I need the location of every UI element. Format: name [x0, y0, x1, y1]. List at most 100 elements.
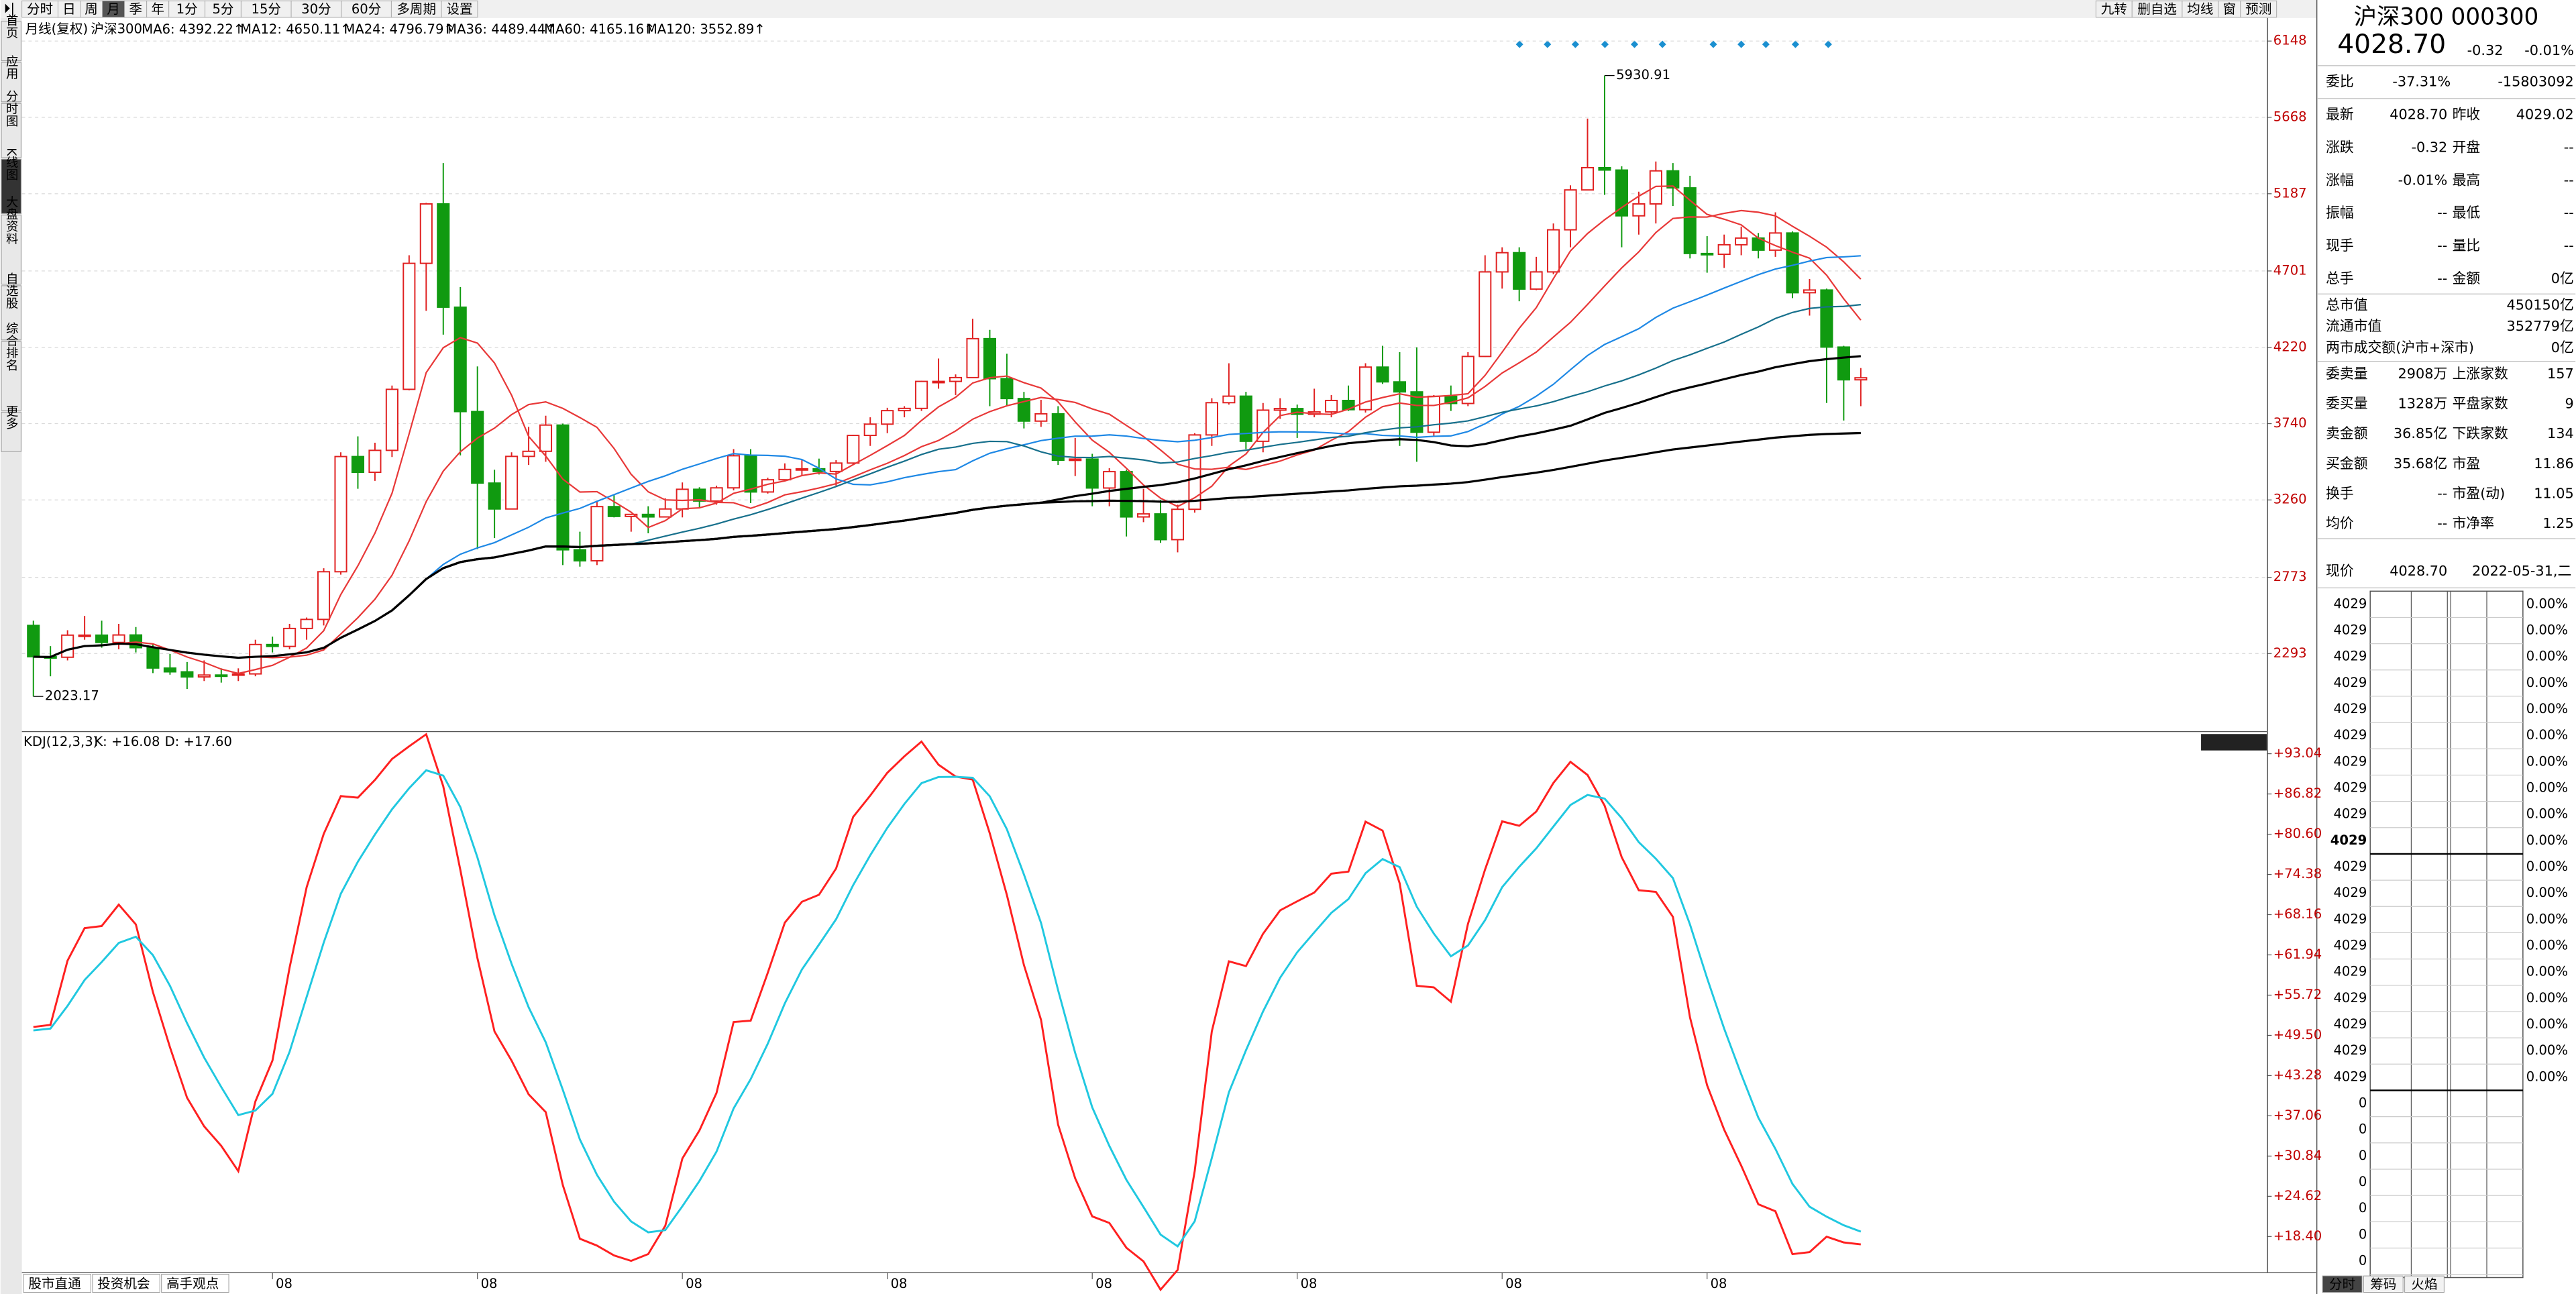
x-tick-label: 08 [1095, 1276, 1112, 1291]
candle-body [215, 674, 228, 678]
side-tab[interactable] [1, 411, 21, 452]
quote-pct: -0.01% [2524, 42, 2574, 58]
period-button[interactable] [205, 0, 241, 18]
panel-tab[interactable] [2322, 1275, 2363, 1293]
candle-body [915, 380, 928, 409]
candle-body [539, 424, 553, 452]
ma-legend: MA120: 3552.89↑ [646, 21, 765, 37]
x-tick-label: 08 [686, 1276, 702, 1291]
candle-body [1393, 381, 1407, 393]
menu-icon: ⏵| [4, 1, 15, 16]
candle-body [1564, 189, 1577, 231]
candle-body [437, 203, 450, 308]
candle-body [1376, 366, 1389, 383]
quote-price: 4028.70 [2337, 30, 2446, 60]
side-tab-label: 分时图 [4, 90, 18, 127]
field-label: 现手 [2326, 237, 2354, 254]
candle-body [1325, 399, 1338, 413]
side-tab[interactable] [1, 285, 21, 341]
book-price: 4029 [2333, 675, 2367, 690]
side-tab[interactable] [1, 62, 21, 103]
ma-line [33, 185, 1862, 675]
period-button[interactable] [390, 0, 442, 18]
candle-body [659, 508, 672, 518]
candle-body [1017, 398, 1030, 422]
bottom-tab[interactable] [23, 1274, 91, 1293]
candle-body [1239, 395, 1252, 442]
field-label: 上涨家数 [2453, 366, 2508, 382]
book-price: 4029 [2333, 964, 2367, 979]
period-button[interactable] [168, 0, 206, 18]
candle-body [1085, 458, 1099, 489]
book-price: 4029 [2333, 649, 2367, 664]
tool-button[interactable] [2182, 0, 2219, 18]
period-button[interactable] [124, 0, 148, 18]
candle-body [983, 337, 996, 380]
period-button[interactable] [102, 0, 125, 18]
x-tick-label: 08 [1301, 1276, 1318, 1291]
book-price: 4029 [2330, 832, 2367, 848]
candle-body [368, 449, 382, 474]
book-price: 0 [2359, 1200, 2367, 1216]
field-label: 昨收 [2453, 106, 2481, 122]
candle-body [1461, 356, 1474, 405]
book-pct: 0.00% [2526, 701, 2568, 716]
ma-legend: MA36: 4489.44↑ [445, 21, 556, 37]
candle-body [881, 410, 894, 425]
event-marker [1791, 40, 1799, 48]
side-tab[interactable] [1, 341, 21, 411]
bottom-tab[interactable] [161, 1274, 229, 1293]
book-pct: 0.00% [2526, 806, 2568, 822]
candle-body [419, 203, 433, 264]
book-price: 4029 [2333, 859, 2367, 874]
tool-label: 均线 [2187, 1, 2213, 17]
side-tab[interactable] [1, 103, 21, 158]
bottom-tab[interactable] [92, 1274, 160, 1293]
field-value: -- [2564, 205, 2574, 221]
period-label: 年 [151, 1, 164, 17]
period-label: 月 [107, 1, 120, 17]
candle-body [1410, 391, 1424, 433]
candle-body [573, 549, 586, 561]
candle-body [932, 380, 945, 384]
tool-button[interactable] [2131, 0, 2183, 18]
indicator-button[interactable] [2201, 734, 2267, 751]
side-tab[interactable] [1, 21, 21, 62]
book-pct: 0.00% [2526, 832, 2568, 848]
ma-name: MA6 [142, 21, 170, 37]
book-price: 4029 [2333, 990, 2367, 1006]
y-tick-label: 5187 [2273, 185, 2307, 201]
tool-button[interactable] [2240, 0, 2277, 18]
field-value: 2908万 [2398, 366, 2448, 382]
candle-body [249, 643, 262, 675]
y-tick-label: +37.06 [2273, 1108, 2322, 1123]
period-button[interactable] [146, 0, 170, 18]
candle-body [607, 506, 621, 517]
side-tab[interactable] [1, 158, 21, 214]
candle-body [676, 488, 689, 510]
field-value: 1328万 [2398, 396, 2448, 412]
candle-body [1580, 166, 1595, 191]
field-label: 流通市值 [2326, 318, 2381, 334]
panel-tab[interactable] [2404, 1275, 2445, 1293]
candle-body [95, 634, 109, 643]
candle-body [1717, 244, 1731, 256]
field-value: 0亿 [2551, 339, 2574, 356]
side-tab[interactable] [1, 215, 21, 284]
ma-value: : 4650.11↑ [277, 21, 351, 37]
y-tick-label: 5668 [2273, 109, 2307, 124]
candle-body [1222, 395, 1236, 404]
ma-value: : 3552.89↑ [692, 21, 765, 37]
candle-body [1837, 346, 1850, 381]
field-label: 卖金额 [2326, 425, 2368, 441]
candle-body [778, 468, 792, 481]
period-button[interactable] [441, 0, 478, 18]
period-label: 季 [129, 1, 142, 17]
panel-tab[interactable] [2363, 1275, 2404, 1293]
kdj-k: K: +16.08 [94, 734, 160, 749]
side-tab-label: 应用 [4, 55, 18, 80]
candle-body [146, 647, 160, 669]
candle-body [1154, 513, 1167, 541]
tool-label: 窗 [2223, 1, 2237, 17]
